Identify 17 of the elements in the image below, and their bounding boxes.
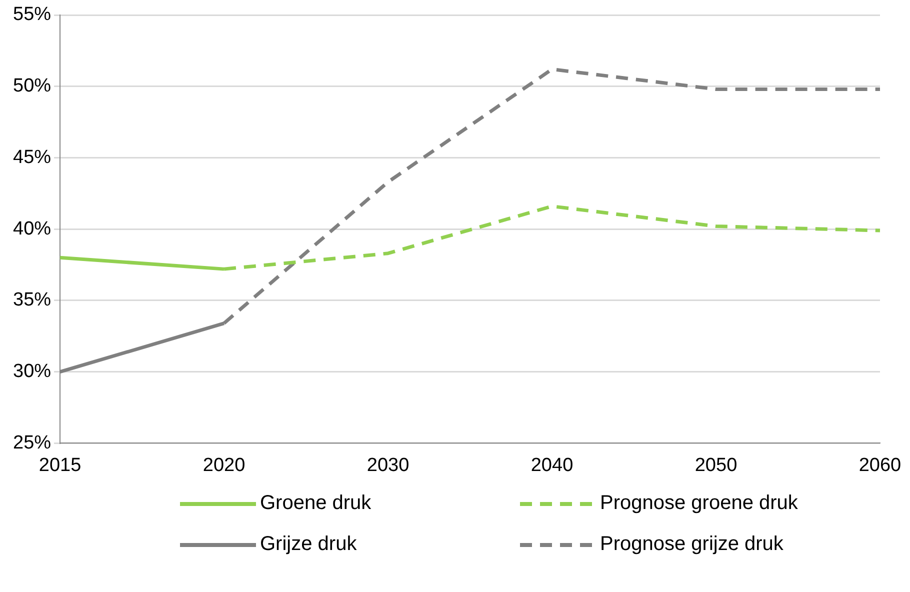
y-tick-label: 50% — [12, 76, 52, 97]
x-tick-label: 2040 — [530, 454, 574, 476]
legend-label: Groene druk — [260, 492, 372, 515]
x-tick-label: 2020 — [202, 454, 246, 476]
legend-label: Grijze druk — [260, 533, 357, 556]
y-tick-label: 25% — [12, 432, 52, 454]
legend-label: Prognose groene druk — [600, 492, 798, 515]
y-tick-label: 55% — [12, 4, 52, 26]
x-tick-label: 2015 — [38, 454, 82, 476]
y-tick-label: 45% — [12, 146, 52, 168]
legend-label: Prognose grijze druk — [600, 533, 784, 556]
y-tick-label: 30% — [12, 361, 52, 382]
x-tick-label: 2030 — [366, 454, 410, 476]
y-tick-label: 35% — [12, 290, 52, 311]
x-tick-label: 2060 — [858, 454, 902, 476]
x-tick-label: 2050 — [694, 454, 738, 476]
y-tick-label: 40% — [12, 218, 52, 240]
